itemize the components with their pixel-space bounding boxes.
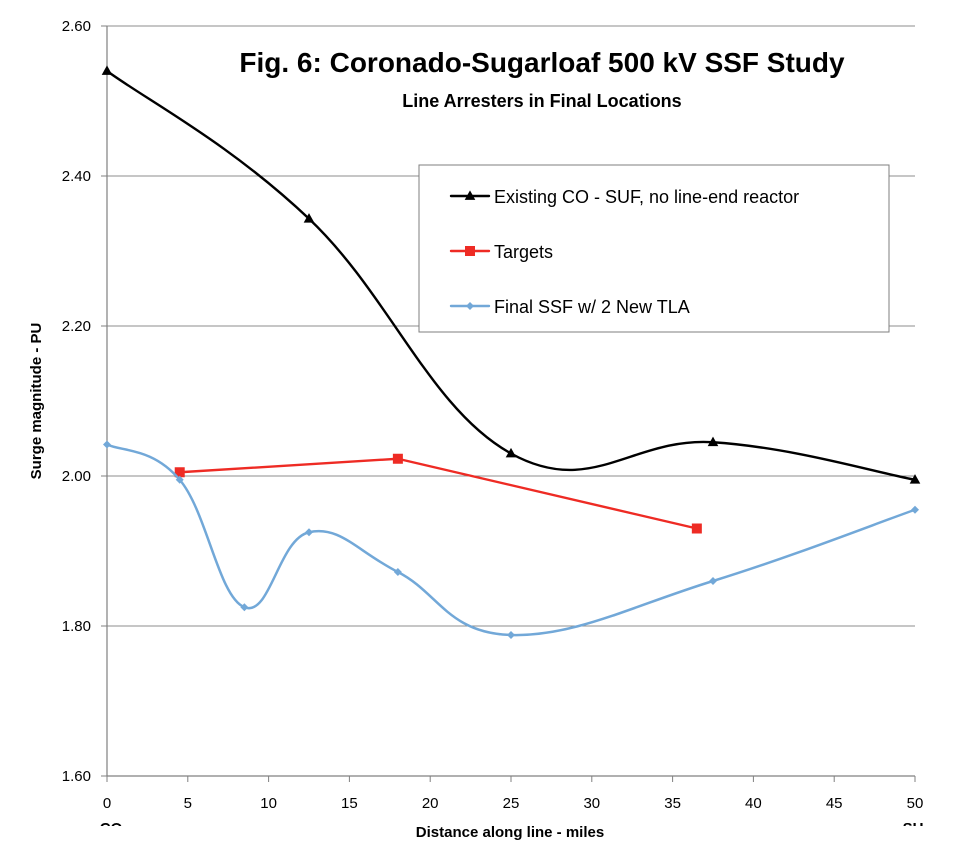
x-tick-label-1: 5 [184, 795, 192, 812]
y-tick-label-4: 2.40 [62, 168, 91, 185]
legend-items: Existing CO - SUF, no line-end reactor Ta… [449, 187, 799, 317]
targets-point-1 [392, 453, 403, 464]
x-tick-label-9: 45 [826, 795, 843, 812]
existing-co-suf-no-line-end-reactor-point-0 [101, 65, 113, 75]
targets-point-0 [174, 467, 185, 478]
end-labels: CO SU [100, 820, 924, 837]
legend: Existing CO - SUF, no line-end reactor Ta… [418, 164, 890, 333]
x-tick-label-6: 30 [583, 795, 600, 812]
legend-item-existing-co-suf-no-line-end-reactor: Existing CO - SUF, no line-end reactor [449, 187, 799, 207]
right-end-label: SU [903, 820, 924, 837]
targets-point-2 [691, 523, 702, 534]
chart-series [101, 65, 921, 639]
existing-co-suf-no-line-end-reactor-point-3 [707, 436, 719, 447]
legend-swatch-marker-existing-co-suf-no-line-end-reactor [464, 190, 476, 200]
x-axis-label: Distance along line - miles [416, 824, 604, 841]
legend-item-final-ssf-w-2-new-tla: Final SSF w/ 2 New TLA [449, 297, 690, 317]
existing-co-suf-no-line-end-reactor-point-2 [505, 447, 517, 458]
existing-co-suf-no-line-end-reactor-point-1 [303, 213, 315, 223]
left-end-label: CO [100, 820, 123, 837]
final-ssf-w-2-new-tla-point-1 [175, 475, 184, 484]
legend-swatch-marker-targets [465, 246, 475, 256]
final-ssf-w-2-new-tla-point-2 [240, 603, 249, 612]
x-tick-label-3: 15 [341, 795, 358, 812]
existing-co-suf-no-line-end-reactor-point-4 [909, 474, 921, 484]
series-final-ssf-w-2-new-tla [103, 440, 919, 639]
legend-item-targets: Targets [449, 242, 553, 262]
x-tick-label-5: 25 [503, 795, 520, 812]
series-targets [174, 453, 702, 534]
y-tick-label-3: 2.20 [62, 318, 91, 335]
existing-co-suf-no-line-end-reactor-line [105, 69, 917, 481]
final-ssf-w-2-new-tla-point-4 [393, 568, 402, 576]
x-tick-label-0: 0 [103, 795, 111, 812]
legend-label-existing-co-suf-no-line-end-reactor: Existing CO - SUF, no line-end reactor [494, 187, 799, 207]
final-ssf-w-2-new-tla-point-3 [305, 528, 313, 537]
y-axis-ticks: 1.60 1.80 2.00 2.20 2.40 2.60 [62, 18, 107, 785]
legend-box [418, 164, 890, 333]
y-axis-label: Surge magnitude - PU [28, 323, 45, 480]
legend-swatch-marker-final-ssf-w-2-new-tla [466, 302, 474, 310]
series-existing-co-suf-no-line-end-reactor [101, 65, 921, 484]
final-ssf-w-2-new-tla-point-0 [103, 440, 111, 449]
x-tick-label-7: 35 [664, 795, 681, 812]
y-tick-label-0: 1.60 [62, 768, 91, 785]
legend-label-final-ssf-w-2-new-tla: Final SSF w/ 2 New TLA [494, 297, 690, 317]
final-ssf-w-2-new-tla-point-7 [911, 505, 919, 514]
final-ssf-w-2-new-tla-point-6 [709, 577, 717, 585]
chart-title: Fig. 6: Coronado-Sugarloaf 500 kV SSF St… [239, 47, 845, 78]
x-axis-ticks: 0 5 10 15 20 25 30 35 40 45 50 [103, 776, 924, 812]
x-tick-label-4: 20 [422, 795, 439, 812]
y-tick-label-1: 1.80 [62, 618, 91, 635]
chart-subtitle: Line Arresters in Final Locations [402, 91, 681, 111]
x-tick-label-2: 10 [260, 795, 277, 812]
final-ssf-w-2-new-tla-point-5 [507, 631, 515, 639]
y-tick-label-5: 2.60 [62, 18, 91, 35]
x-tick-label-10: 50 [907, 795, 924, 812]
x-tick-label-8: 40 [745, 795, 762, 812]
y-tick-label-2: 2.00 [62, 468, 91, 485]
legend-label-targets: Targets [494, 242, 553, 262]
